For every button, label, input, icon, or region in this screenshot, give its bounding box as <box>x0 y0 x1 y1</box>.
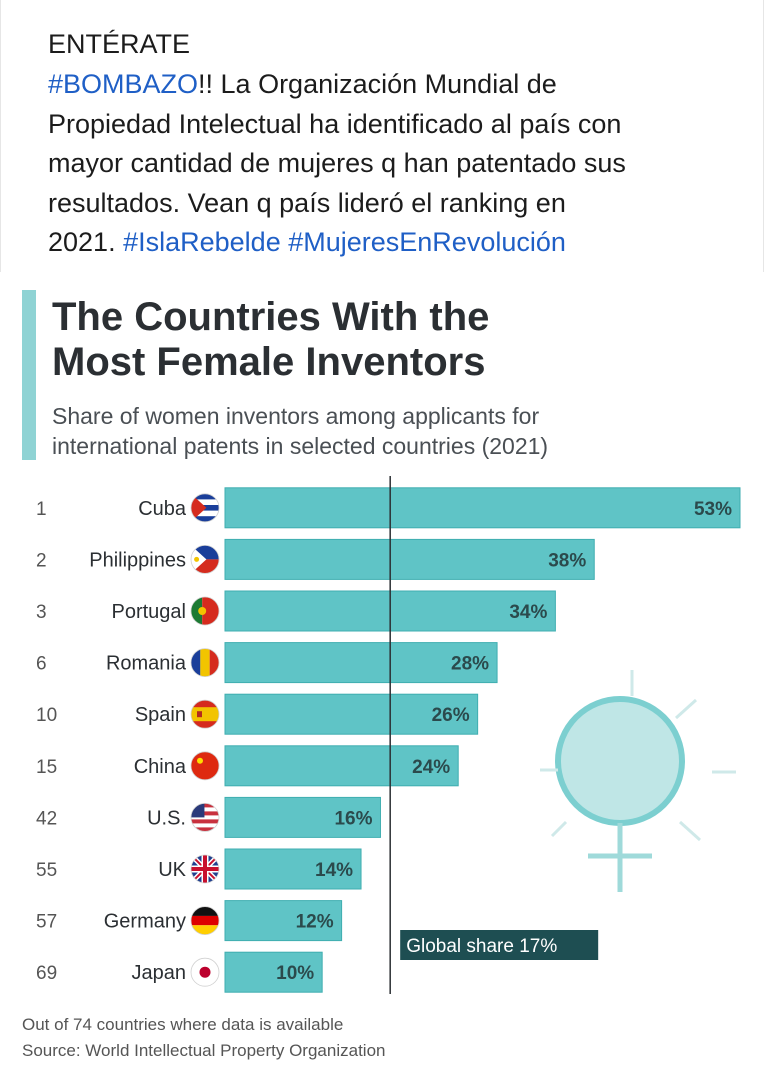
bar-row: 1 Cuba 53% <box>36 487 741 529</box>
category-label: Spain <box>135 704 186 726</box>
female-lightbulb-decoration <box>540 670 736 892</box>
chart-subtitle-line-1: Share of women inventors among applicant… <box>52 403 540 429</box>
value-label: 10% <box>276 963 314 984</box>
value-label: 28% <box>451 654 489 675</box>
value-label: 24% <box>412 757 450 778</box>
rank-label: 69 <box>36 963 57 984</box>
bar-series: 1 Cuba 53% 2 Philippines 38% 3 Portugal 34% 6 Roma… <box>36 487 741 993</box>
rank-label: 15 <box>36 757 57 778</box>
rank-label: 6 <box>36 654 47 675</box>
rank-label: 3 <box>36 602 47 623</box>
post-text-6: 2021. <box>48 227 116 257</box>
value-label: 38% <box>548 550 586 571</box>
bar <box>224 538 595 580</box>
rank-label: 42 <box>36 808 57 829</box>
category-label: UK <box>158 859 186 881</box>
bar <box>224 642 498 684</box>
value-label: 34% <box>509 602 547 623</box>
rank-label: 1 <box>36 499 47 520</box>
uk-flag-icon <box>190 854 220 884</box>
post-line-5: resultados. Vean q país lideró el rankin… <box>48 188 566 218</box>
bar <box>224 796 381 838</box>
bulb-icon <box>540 670 736 892</box>
chart-title-line-1: The Countries With the <box>52 295 490 339</box>
value-label: 14% <box>315 860 353 881</box>
reference-label-bg <box>400 930 599 960</box>
chart-subtitle-line-2: international patents in selected countr… <box>52 433 549 459</box>
value-label: 12% <box>296 912 334 933</box>
bar <box>224 951 323 993</box>
post-heading: ENTÉRATE <box>48 29 191 59</box>
post-line-3: Propiedad Intelectual ha identificado al… <box>48 109 622 139</box>
bar-row: 3 Portugal 34% <box>36 590 556 632</box>
value-label: 53% <box>694 499 732 520</box>
bar-row: 10 Spain 26% <box>36 693 479 735</box>
rank-label: 55 <box>36 860 57 881</box>
global-share-reference: Global share 17% <box>389 476 599 994</box>
bar-row: 69 Japan 10% <box>36 951 323 993</box>
infographic: The Countries With the Most Female Inven… <box>0 274 764 1080</box>
hashtag-bombazo[interactable]: #BOMBAZO <box>48 69 199 99</box>
bar-row: 2 Philippines 38% <box>36 538 595 580</box>
bar <box>224 487 741 529</box>
china-flag-icon <box>190 751 220 781</box>
us-flag-icon <box>190 802 220 832</box>
post-line-4: mayor cantidad de mujeres q han patentad… <box>48 148 626 178</box>
bar-chart: 1 Cuba 53% 2 Philippines 38% 3 Portugal 34% 6 Roma… <box>36 476 741 994</box>
value-label: 16% <box>334 808 372 829</box>
social-post: ENTÉRATE #BOMBAZO!! La Organización Mund… <box>0 0 764 272</box>
bar <box>224 693 479 735</box>
japan-flag-icon <box>190 957 220 987</box>
category-label: Japan <box>132 962 187 984</box>
category-label: Portugal <box>112 601 187 623</box>
bar-row: 42 U.S. 16% <box>36 796 381 838</box>
source-note: Source: World Intellectual Property Orga… <box>22 1041 386 1060</box>
germany-flag-icon <box>190 906 220 936</box>
rank-label: 10 <box>36 705 57 726</box>
value-label: 26% <box>432 705 470 726</box>
portugal-flag-icon <box>190 596 220 626</box>
bar-row: 15 China 24% <box>36 745 459 787</box>
hashtag-islarebelde[interactable]: #IslaRebelde <box>123 227 281 257</box>
post-line-2: #BOMBAZO!! La Organización Mundial de <box>48 68 557 100</box>
romania-flag-icon <box>190 648 220 678</box>
category-label: Philippines <box>89 549 186 571</box>
category-label: U.S. <box>147 807 186 829</box>
spain-flag-icon <box>190 699 220 729</box>
philippines-flag-icon <box>190 545 220 574</box>
chart-title-line-2: Most Female Inventors <box>52 340 486 384</box>
bar-row: 55 UK 14% <box>36 848 362 890</box>
category-label: Germany <box>104 911 186 933</box>
footnote: Out of 74 countries where data is availa… <box>22 1015 344 1034</box>
bar <box>224 848 362 890</box>
hashtag-mujeresenrevolucion[interactable]: #MujeresEnRevolución <box>288 227 566 257</box>
bar <box>224 745 459 787</box>
cuba-flag-icon <box>190 493 220 523</box>
category-label: Cuba <box>138 498 187 520</box>
rank-label: 2 <box>36 550 47 571</box>
rank-label: 57 <box>36 912 57 933</box>
category-label: Romania <box>106 653 187 675</box>
bar-row: 57 Germany 12% <box>36 900 343 942</box>
category-label: China <box>134 756 187 778</box>
post-text-2: !! La Organización Mundial de <box>198 69 557 99</box>
bar-row: 6 Romania 28% <box>36 642 498 684</box>
title-accent-bar <box>22 290 36 460</box>
bar <box>224 900 343 942</box>
post-line-6: 2021. #IslaRebelde #MujeresEnRevolución <box>48 226 566 258</box>
reference-label: Global share 17% <box>406 936 557 957</box>
